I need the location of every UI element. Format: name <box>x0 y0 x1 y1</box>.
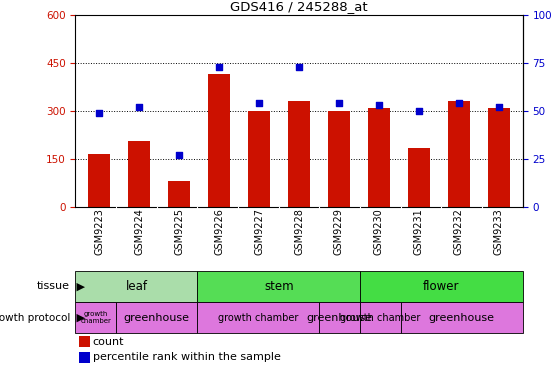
Bar <box>75 271 197 302</box>
Bar <box>209 74 230 207</box>
Bar <box>79 336 89 347</box>
Text: ▶: ▶ <box>73 281 84 291</box>
Text: growth protocol: growth protocol <box>0 313 70 322</box>
Point <box>375 102 383 108</box>
Bar <box>368 108 390 207</box>
Bar <box>168 181 190 207</box>
Bar <box>328 111 350 207</box>
Bar <box>487 108 510 207</box>
Bar <box>319 302 360 333</box>
Text: greenhouse: greenhouse <box>429 313 495 322</box>
Text: growth chamber: growth chamber <box>218 313 299 322</box>
Text: growth
chamber: growth chamber <box>80 311 111 324</box>
Text: greenhouse: greenhouse <box>124 313 190 322</box>
Point <box>255 100 264 106</box>
Text: growth chamber: growth chamber <box>340 313 420 322</box>
Point <box>95 110 104 116</box>
Text: flower: flower <box>423 280 459 293</box>
Bar <box>197 302 319 333</box>
Bar <box>79 352 89 363</box>
Text: count: count <box>93 337 124 347</box>
Point <box>175 152 184 158</box>
Point <box>334 100 343 106</box>
Point <box>454 100 463 106</box>
Bar <box>197 271 360 302</box>
Text: ▶: ▶ <box>73 313 84 322</box>
Text: percentile rank within the sample: percentile rank within the sample <box>93 352 281 362</box>
Point <box>135 104 144 110</box>
Point <box>295 64 304 70</box>
Bar <box>288 101 310 207</box>
Bar <box>88 154 111 207</box>
Bar <box>248 111 270 207</box>
Bar <box>408 147 430 207</box>
Bar <box>360 271 523 302</box>
Point <box>215 64 224 70</box>
Text: greenhouse: greenhouse <box>307 313 373 322</box>
Text: leaf: leaf <box>125 280 148 293</box>
Point <box>414 108 423 113</box>
Bar <box>360 302 401 333</box>
Text: stem: stem <box>264 280 293 293</box>
Text: tissue: tissue <box>37 281 70 291</box>
Bar <box>448 101 470 207</box>
Bar <box>401 302 523 333</box>
Bar <box>129 141 150 207</box>
Point <box>494 104 503 110</box>
Title: GDS416 / 245288_at: GDS416 / 245288_at <box>230 0 368 14</box>
Bar <box>75 302 116 333</box>
Bar <box>116 302 197 333</box>
